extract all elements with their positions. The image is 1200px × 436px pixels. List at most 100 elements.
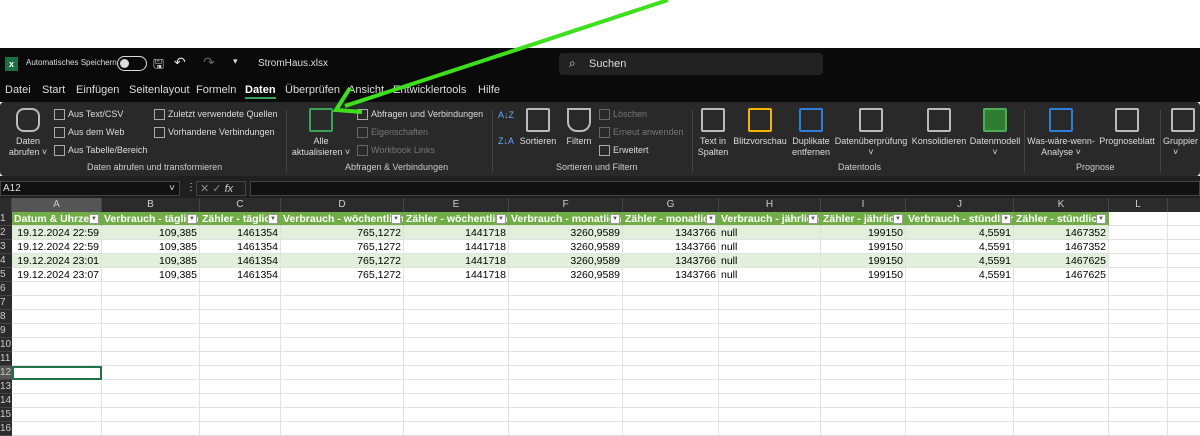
- cell[interactable]: [1109, 366, 1168, 380]
- cell[interactable]: [1109, 352, 1168, 366]
- cell[interactable]: [719, 366, 821, 380]
- cell[interactable]: [1168, 338, 1200, 352]
- cell[interactable]: [1168, 310, 1200, 324]
- row-header[interactable]: 14: [0, 394, 12, 408]
- cell[interactable]: [12, 324, 102, 338]
- table-cell[interactable]: 765,1272: [281, 240, 404, 254]
- eigenschaften-button[interactable]: Eigenschaften: [357, 127, 428, 139]
- table-cell[interactable]: 4,5591: [906, 254, 1014, 268]
- abfragen-verbindungen-button[interactable]: Abfragen und Verbindungen: [357, 109, 483, 121]
- table-cell[interactable]: null: [719, 226, 821, 240]
- table-header-cell[interactable]: Verbrauch - täglich ▼: [102, 212, 200, 226]
- cell[interactable]: [200, 282, 281, 296]
- blitzvorschau-button[interactable]: Blitzvorschau: [731, 108, 789, 147]
- cell[interactable]: [1168, 366, 1200, 380]
- tab-seitenlayout[interactable]: Seitenlayout: [129, 84, 190, 96]
- datenmodell-button[interactable]: Datenmodell ˅: [968, 108, 1022, 158]
- cell[interactable]: [281, 324, 404, 338]
- cell[interactable]: [509, 352, 623, 366]
- was-waere-wenn-button[interactable]: Was-wäre-wenn- Analyse ˅: [1026, 108, 1096, 158]
- tab-formeln[interactable]: Formeln: [196, 84, 237, 96]
- cell[interactable]: [1109, 212, 1168, 226]
- cell[interactable]: [509, 324, 623, 338]
- cell[interactable]: [200, 324, 281, 338]
- cell[interactable]: [102, 282, 200, 296]
- tab-datei[interactable]: Datei: [5, 84, 31, 96]
- cell[interactable]: [821, 408, 906, 422]
- cell[interactable]: [281, 394, 404, 408]
- cell[interactable]: [281, 380, 404, 394]
- erneut-anwenden-button[interactable]: Erneut anwenden: [599, 127, 684, 139]
- filter-dropdown-icon[interactable]: ▼: [496, 214, 506, 224]
- autosave-toggle[interactable]: [117, 56, 147, 71]
- cell[interactable]: [200, 310, 281, 324]
- cell[interactable]: [1109, 282, 1168, 296]
- cell[interactable]: [719, 338, 821, 352]
- table-cell[interactable]: 199150: [821, 226, 906, 240]
- workbook-links-button[interactable]: Workbook Links: [357, 145, 435, 157]
- cell[interactable]: [404, 338, 509, 352]
- row-header[interactable]: 8: [0, 310, 12, 324]
- cell[interactable]: [200, 366, 281, 380]
- table-cell[interactable]: null: [719, 268, 821, 282]
- table-cell[interactable]: 109,385: [102, 268, 200, 282]
- cell[interactable]: [1014, 324, 1109, 338]
- cancel-icon[interactable]: ✕: [200, 183, 210, 195]
- cell[interactable]: [623, 366, 719, 380]
- table-cell[interactable]: 765,1272: [281, 268, 404, 282]
- cell[interactable]: [1014, 296, 1109, 310]
- cell[interactable]: [404, 296, 509, 310]
- cell[interactable]: [821, 310, 906, 324]
- cell[interactable]: [906, 394, 1014, 408]
- cell[interactable]: [1014, 310, 1109, 324]
- table-cell[interactable]: 1441718: [404, 226, 509, 240]
- table-cell[interactable]: 19.12.2024 23:07: [12, 268, 102, 282]
- cell[interactable]: [281, 338, 404, 352]
- daten-abrufen-button[interactable]: Daten abrufen ˅: [8, 108, 48, 158]
- table-cell[interactable]: 765,1272: [281, 226, 404, 240]
- table-cell[interactable]: 3260,9589: [509, 254, 623, 268]
- cell[interactable]: [719, 352, 821, 366]
- table-cell[interactable]: 1441718: [404, 254, 509, 268]
- cell[interactable]: [12, 310, 102, 324]
- column-header[interactable]: I: [821, 198, 906, 212]
- table-cell[interactable]: 1467625: [1014, 268, 1109, 282]
- cell[interactable]: [509, 282, 623, 296]
- cell[interactable]: [623, 282, 719, 296]
- filter-dropdown-icon[interactable]: ▼: [391, 214, 401, 224]
- cell[interactable]: [102, 408, 200, 422]
- table-cell[interactable]: 1343766: [623, 226, 719, 240]
- cell[interactable]: [102, 366, 200, 380]
- table-cell[interactable]: 109,385: [102, 254, 200, 268]
- table-cell[interactable]: 1441718: [404, 268, 509, 282]
- table-header-cell[interactable]: Verbrauch - monatlich ▼: [509, 212, 623, 226]
- filter-dropdown-icon[interactable]: ▼: [1001, 214, 1011, 224]
- cell[interactable]: [1168, 380, 1200, 394]
- row-header[interactable]: 13: [0, 380, 12, 394]
- cell[interactable]: [12, 352, 102, 366]
- filtern-button[interactable]: Filtern: [562, 108, 596, 147]
- tab-daten[interactable]: Daten: [245, 84, 276, 99]
- filter-dropdown-icon[interactable]: ▼: [1096, 214, 1106, 224]
- column-header[interactable]: B: [102, 198, 200, 212]
- cell[interactable]: [12, 408, 102, 422]
- filter-dropdown-icon[interactable]: ▼: [610, 214, 620, 224]
- enter-icon[interactable]: ✓: [212, 183, 222, 195]
- cell[interactable]: [906, 338, 1014, 352]
- row-header[interactable]: 11: [0, 352, 12, 366]
- loeschen-button[interactable]: Löschen: [599, 109, 647, 121]
- cell[interactable]: [509, 366, 623, 380]
- table-cell[interactable]: 3260,9589: [509, 268, 623, 282]
- cell[interactable]: [906, 282, 1014, 296]
- cell[interactable]: [404, 394, 509, 408]
- cell[interactable]: [200, 352, 281, 366]
- filter-dropdown-icon[interactable]: ▼: [187, 214, 197, 224]
- cell[interactable]: [200, 408, 281, 422]
- cell[interactable]: [509, 296, 623, 310]
- column-header[interactable]: L: [1109, 198, 1168, 212]
- tab-ueberpruefen[interactable]: Überprüfen: [285, 84, 341, 96]
- cell[interactable]: [719, 282, 821, 296]
- cell[interactable]: [1168, 282, 1200, 296]
- cell[interactable]: [404, 352, 509, 366]
- search-box[interactable]: ⌕ Suchen: [559, 53, 823, 75]
